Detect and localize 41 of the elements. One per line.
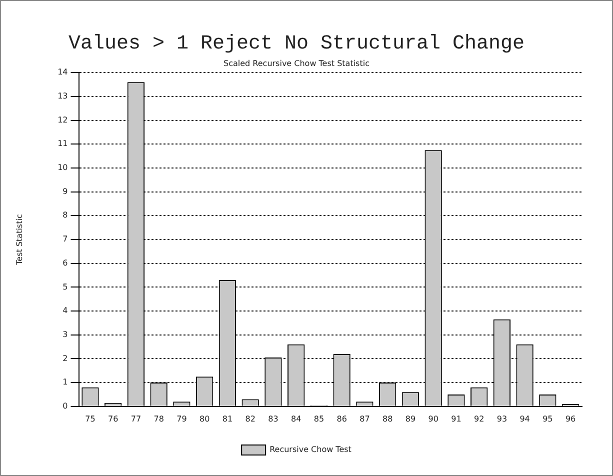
y-tick-label: 11	[58, 139, 68, 148]
x-tick-label: 84	[290, 414, 302, 424]
x-tick-label: 90	[428, 414, 438, 424]
x-tick-label: 77	[130, 414, 142, 424]
x-tick-label: 79	[176, 414, 187, 424]
x-tick-label: 75	[85, 414, 96, 424]
y-tick-label: 3	[62, 330, 68, 339]
y-tick-label: 2	[62, 354, 68, 363]
y-tick-label: 4	[62, 306, 68, 316]
x-tick-label: 92	[474, 414, 484, 424]
y-tick-label: 0	[62, 401, 68, 410]
y-tick-label: 12	[58, 115, 68, 124]
chart-title: Values > 1 Reject No Structural Change	[68, 32, 525, 56]
x-tick-label: 85	[314, 414, 324, 424]
y-tick-label: 6	[62, 258, 68, 268]
x-tick-label: 87	[360, 414, 370, 424]
y-tick-label: 10	[58, 163, 68, 172]
y-axis-title: Test Statistic	[14, 214, 24, 266]
x-tick-label: 94	[520, 414, 530, 424]
x-tick-label: 83	[268, 414, 278, 424]
x-tick-label: 82	[245, 414, 256, 424]
y-tick-label: 9	[62, 186, 68, 196]
y-tick-label: 8	[62, 210, 68, 220]
chart-subtitle: Scaled Recursive Chow Test Statistic	[224, 58, 370, 68]
y-tick-label: 14	[58, 68, 68, 77]
x-tick-label: 81	[222, 414, 233, 424]
y-tick-label: 13	[58, 92, 68, 101]
x-tick-label: 91	[451, 414, 462, 424]
x-tick-label: 96	[565, 414, 576, 424]
y-tick-label: 5	[62, 282, 68, 292]
x-tick-label: 78	[154, 414, 164, 424]
legend-label: Recursive Chow Test	[270, 445, 352, 454]
x-tick-label: 89	[405, 414, 416, 424]
x-tick-label: 86	[336, 414, 347, 424]
y-tick-label: 7	[62, 234, 68, 244]
x-tick-label: 95	[542, 414, 553, 424]
x-tick-label: 80	[199, 414, 210, 424]
x-tick-label: 88	[382, 414, 393, 424]
y-tick-label: 1	[62, 378, 68, 387]
x-tick-label: 93	[496, 414, 508, 424]
x-tick-label: 76	[108, 414, 118, 424]
